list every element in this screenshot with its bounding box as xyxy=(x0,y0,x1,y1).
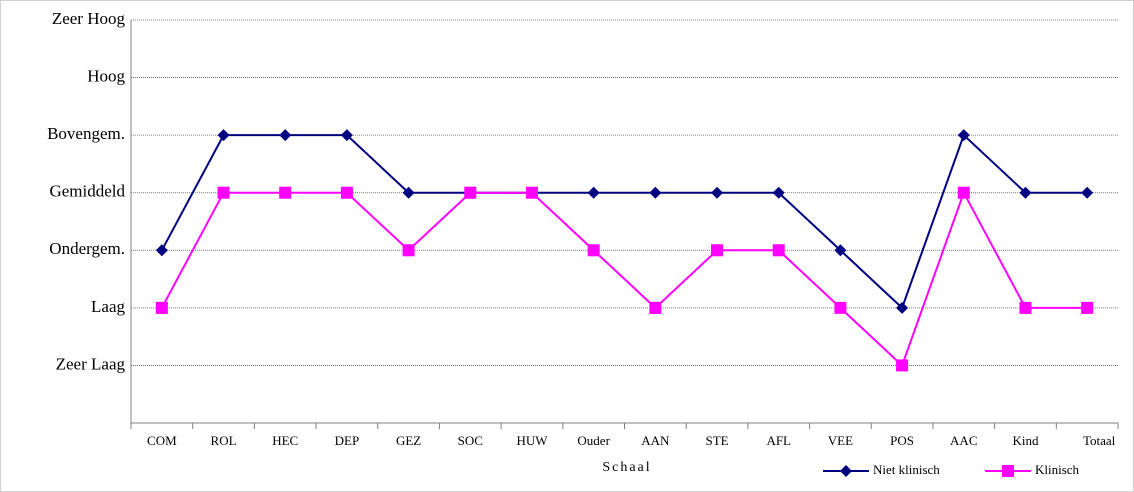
point xyxy=(957,129,970,142)
x-tick-label: STE xyxy=(705,433,728,448)
x-tick-label: COM xyxy=(147,433,177,448)
x-tick-label: Kind xyxy=(1012,433,1039,448)
point xyxy=(340,129,353,142)
point xyxy=(1019,301,1032,314)
x-tick-label: DEP xyxy=(335,433,360,448)
y-tick-label: Zeer Hoog xyxy=(52,9,126,28)
x-tick-label: HUW xyxy=(516,433,548,448)
legend-label: Klinisch xyxy=(1035,462,1080,477)
x-tick-label: AAC xyxy=(950,433,977,448)
point xyxy=(896,301,909,314)
y-tick-label: Bovengem. xyxy=(47,124,125,143)
legend-label: Niet klinisch xyxy=(873,462,940,477)
point xyxy=(834,301,847,314)
series-line xyxy=(160,133,1088,310)
x-tick-label: Ouder xyxy=(577,433,610,448)
point xyxy=(957,186,970,199)
point xyxy=(587,186,600,199)
y-tick-label: Zeer Laag xyxy=(56,354,126,373)
x-tick-label: Totaal xyxy=(1083,433,1116,448)
point xyxy=(1081,301,1094,314)
point xyxy=(217,186,230,199)
point xyxy=(1019,186,1032,199)
point xyxy=(525,186,538,199)
point xyxy=(217,129,230,142)
point xyxy=(896,359,909,372)
x-tick-label: SOC xyxy=(458,433,483,448)
point xyxy=(711,186,724,199)
point xyxy=(279,186,292,199)
x-tick-label: VEE xyxy=(828,433,853,448)
legend-marker xyxy=(1002,465,1014,477)
legend-marker xyxy=(840,465,852,477)
point xyxy=(155,244,168,257)
point xyxy=(279,129,292,142)
point xyxy=(587,244,600,257)
point xyxy=(1081,186,1094,199)
x-tick-label: POS xyxy=(890,433,914,448)
point xyxy=(155,301,168,314)
point xyxy=(649,301,662,314)
point xyxy=(340,186,353,199)
point xyxy=(711,244,724,257)
x-tick-label: ROL xyxy=(211,433,237,448)
y-tick-label: Hoog xyxy=(87,66,125,85)
series-line xyxy=(160,190,1088,368)
point xyxy=(772,244,785,257)
x-tick-label: HEC xyxy=(272,433,298,448)
x-axis-label: Schaal xyxy=(602,460,651,475)
point xyxy=(772,186,785,199)
y-tick-label: Ondergem. xyxy=(49,239,125,258)
x-tick-label: GEZ xyxy=(396,433,421,448)
y-tick-label: Laag xyxy=(91,297,125,316)
point xyxy=(402,244,415,257)
y-tick-label: Gemiddeld xyxy=(49,182,125,201)
point xyxy=(402,186,415,199)
point xyxy=(464,186,477,199)
point xyxy=(834,244,847,257)
point xyxy=(649,186,662,199)
x-tick-label: AFL xyxy=(766,433,791,448)
x-tick-label: AAN xyxy=(641,433,670,448)
